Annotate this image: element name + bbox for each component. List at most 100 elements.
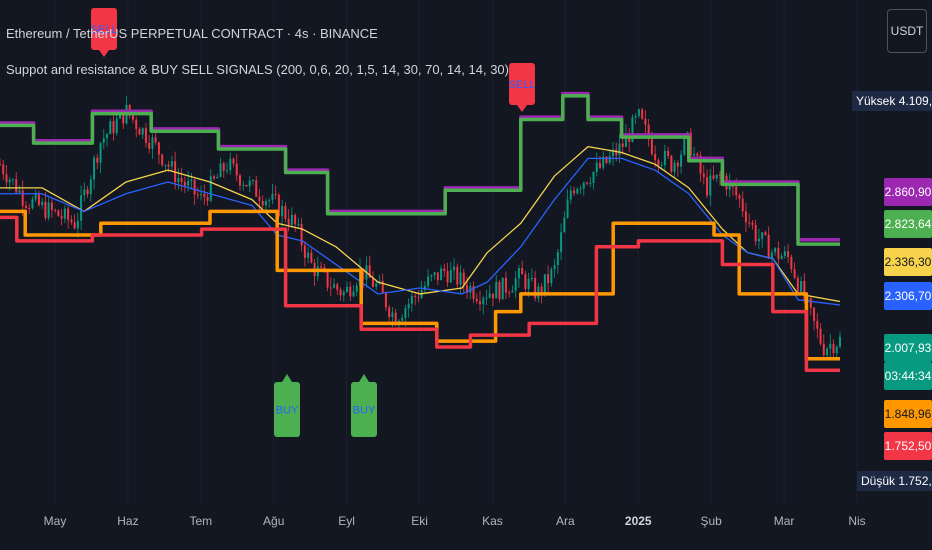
candle-body [816, 320, 819, 329]
x-tick-label: May [43, 514, 67, 528]
signal-box [274, 382, 300, 437]
candle-body [54, 209, 57, 211]
candle-body [744, 211, 747, 223]
candle-body [297, 224, 300, 226]
candle-body [414, 295, 417, 297]
currency-button[interactable]: USDT [887, 9, 927, 53]
candle-body [144, 128, 147, 143]
price-series [0, 95, 841, 359]
candle-body [556, 252, 559, 266]
candle-body [511, 290, 514, 293]
candle-body [326, 270, 329, 288]
candle-body [37, 194, 40, 206]
candle-body [826, 348, 829, 356]
candle-body [508, 292, 511, 294]
candle-body [209, 176, 212, 201]
candle-body [764, 232, 767, 235]
candle-body [96, 157, 99, 163]
candle-body [491, 293, 494, 299]
candle-body [274, 193, 277, 196]
candle-body [287, 218, 290, 225]
candle-body [242, 184, 245, 186]
high-label-value: 4.109,99 [898, 94, 932, 108]
candle-body [355, 285, 358, 292]
candle-body [592, 171, 595, 184]
candle-body [485, 297, 488, 299]
candle-body [676, 162, 679, 167]
candle-body [767, 234, 770, 259]
candle-body [177, 177, 180, 183]
candle-body [667, 150, 670, 156]
candle-body [102, 138, 105, 143]
candle-body [663, 150, 666, 166]
candle-body [417, 296, 420, 298]
candle-body [783, 251, 786, 257]
price-tag-red: 1.752,50 [884, 432, 932, 460]
candle-body [24, 205, 27, 209]
candle-body [310, 252, 313, 263]
candle-body [203, 193, 206, 198]
candle-body [602, 156, 605, 168]
candle-body [89, 179, 92, 195]
candle-body [44, 201, 47, 219]
candle-body [738, 195, 741, 199]
price-tag-purple: 2.860,90 [884, 178, 932, 206]
candle-body [446, 271, 449, 283]
candle-body [456, 266, 459, 285]
price-tag-blue: 2.306,70 [884, 282, 932, 310]
candle-body [300, 224, 303, 246]
candle-body [112, 121, 115, 134]
candle-body [654, 154, 657, 161]
candle-body [423, 285, 426, 291]
candle-body [657, 160, 660, 166]
signal-label: BUY [353, 405, 376, 417]
candle-body [835, 346, 838, 354]
candle-body [164, 164, 167, 166]
signal-box [351, 382, 377, 437]
candle-body [99, 142, 102, 163]
candle-body [333, 284, 336, 288]
candle-body [141, 128, 144, 135]
candle-body [498, 282, 501, 300]
candle-body [8, 179, 11, 183]
candle-body [741, 198, 744, 212]
candle-body [196, 194, 199, 196]
candle-body [699, 155, 702, 174]
candle-body [239, 175, 241, 186]
candle-body [258, 196, 261, 201]
candle-body [504, 277, 507, 293]
candle-body [154, 137, 157, 143]
series-yellow [0, 145, 841, 303]
candle-body [183, 181, 186, 186]
candle-body [819, 328, 822, 344]
candle-body [346, 286, 349, 293]
candle-body [757, 238, 760, 242]
x-tick-label: Eyl [338, 514, 355, 528]
candle-body [608, 156, 611, 163]
candle-body [696, 153, 699, 156]
candle-body [229, 158, 232, 171]
candle-body [774, 248, 777, 253]
x-tick-label: Ara [556, 514, 575, 528]
candle-body [586, 182, 589, 184]
candle-body [187, 180, 190, 186]
candle-body [599, 162, 601, 168]
candle-body [777, 248, 780, 260]
x-tick-label: Haz [117, 514, 139, 528]
high-price-label: Yüksek 4.109,99 [852, 91, 932, 111]
candle-body [689, 132, 692, 156]
candle-body [683, 139, 686, 155]
candle-body [368, 265, 371, 278]
candle-body [391, 312, 394, 318]
candle-body [336, 284, 339, 290]
candle-body [430, 275, 433, 277]
signal-pointer [359, 374, 369, 382]
candle-body [547, 274, 550, 284]
candle-body [410, 295, 413, 304]
x-tick-label: Mar [773, 514, 795, 528]
signal-pointer [282, 374, 292, 382]
x-tick-label: Eki [411, 514, 428, 528]
candle-body [706, 177, 709, 196]
candle-body [213, 176, 216, 179]
